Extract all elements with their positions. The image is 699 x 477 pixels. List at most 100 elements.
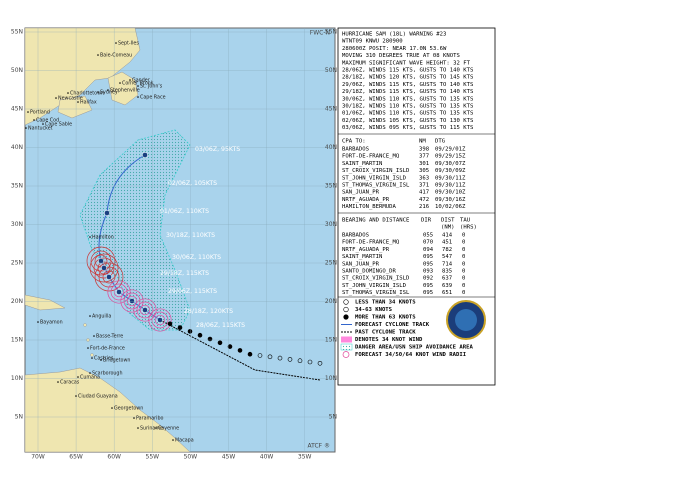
lat-label: 50N <box>11 67 23 74</box>
wind-radius <box>133 298 157 322</box>
cpa-cell: 301 <box>419 161 429 167</box>
warning-line: HURRICANE SAM (18L) WARNING #23 <box>342 32 446 38</box>
lon-label: 40W <box>260 454 274 461</box>
cpa-cell: 398 <box>419 147 430 153</box>
lat-label: 40N <box>11 144 23 151</box>
bearing-cell: 095 <box>423 283 433 289</box>
bearing-cell: 0 <box>462 276 465 282</box>
cpa-cell: 09/29/15Z <box>435 154 466 160</box>
place-label: Portland <box>30 110 50 116</box>
legend-label: PAST CYCLONE TRACK <box>355 330 416 336</box>
wind-radius <box>136 301 154 319</box>
place-dot <box>97 91 99 93</box>
wind-radius <box>151 311 169 329</box>
cpa-cell: 363 <box>419 175 429 181</box>
past-point <box>267 354 273 360</box>
legend-label: FORECAST CYCLONE TRACK <box>355 322 430 328</box>
warning-line: WTNT09 KNWU 280900 <box>342 39 403 45</box>
place-label: St. John's <box>140 84 163 90</box>
place-label: Corner Brook <box>122 81 154 87</box>
place-dot <box>129 79 131 81</box>
place-label: Suriname <box>140 426 163 432</box>
track-label: 01/06Z, 110KTS <box>160 208 209 215</box>
cpa-cell: ST_CROIX_VIRGIN_ISLD <box>342 168 410 174</box>
cpa-cell: SAN_JUAN_PR <box>342 190 380 196</box>
bearing-cell: NRTF_AGUADA_PR <box>342 247 390 253</box>
wind-radius <box>110 283 128 301</box>
track-label: 29/06Z, 115KTS <box>168 288 217 295</box>
footer-label: ATCF ® <box>308 443 331 450</box>
bearing-cell: 070 <box>423 240 433 246</box>
bearing-cell: 095 <box>423 261 433 267</box>
past-point <box>297 358 303 364</box>
place-dot <box>107 89 109 91</box>
warning-line: 29/06Z, WINDS 115 KTS, GUSTS TO 140 KTS <box>342 82 473 88</box>
past-point <box>287 357 293 362</box>
place-label: Georgetown <box>114 406 143 412</box>
place-label: Macapa <box>175 438 194 444</box>
lat-label: 20N <box>11 298 23 305</box>
bearing-cell: SAINT_MARTIN <box>342 254 382 260</box>
cpa-cell: 305 <box>419 168 429 174</box>
bearing-header: BEARING AND DISTANCE <box>342 218 410 224</box>
bearing-header: DIR <box>421 218 432 224</box>
corner-label: FWC-N <box>310 30 330 37</box>
bearing-cell: 055 <box>423 233 433 239</box>
place-label: Cape Sable <box>45 122 72 128</box>
place-dot <box>111 407 113 409</box>
cpa-cell: 216 <box>419 204 429 210</box>
wind-radius <box>148 308 172 332</box>
bearing-cell: 414 <box>442 233 453 239</box>
lon-label: 35W <box>298 454 312 461</box>
cpa-cell: 09/30/09Z <box>435 168 466 174</box>
place-label: Bridgetown <box>103 358 130 364</box>
wind-radius <box>94 254 108 268</box>
warning-line: 30/06Z, WINDS 110 KTS, GUSTS TO 135 KTS <box>342 96 473 102</box>
cpa-cell: 09/30/11Z <box>435 183 466 189</box>
legend-icon <box>343 299 349 305</box>
lat-label: 10N <box>11 375 23 382</box>
cpa-cell: 09/30/07Z <box>435 161 466 167</box>
wind-radius <box>126 295 138 307</box>
legend-icon <box>340 343 353 351</box>
bearing-cell: 547 <box>442 254 452 260</box>
wind-radius <box>139 304 151 316</box>
place-dot <box>93 335 95 337</box>
place-dot <box>75 395 77 397</box>
place-label: Basse-Terre <box>96 334 123 340</box>
place-label: Cumana <box>80 375 100 381</box>
track-label: 28/06Z, 115KTS <box>196 322 245 329</box>
bearing-cell: 782 <box>442 247 452 253</box>
place-dot <box>77 376 79 378</box>
cpa-cell: 371 <box>419 183 429 189</box>
cpa-cell: 09/30/16Z <box>435 197 466 203</box>
bearing-cell: ST_CROIX_VIRGIN_ISLD <box>342 276 410 282</box>
place-label: Cayenne <box>158 426 179 432</box>
past-point <box>207 336 213 342</box>
place-label: Cape Race <box>140 95 166 101</box>
wind-radius <box>89 253 119 283</box>
cpa-cell: 09/30/10Z <box>435 190 466 196</box>
bearing-cell: BARBADOS <box>342 233 369 239</box>
cpa-cell: 09/29/01Z <box>435 147 466 153</box>
past-point <box>177 325 183 330</box>
place-dot <box>137 96 139 98</box>
track-point <box>116 289 122 295</box>
bearing-cell: 0 <box>462 290 465 296</box>
lon-label: 70W <box>31 454 45 461</box>
past-point <box>187 329 193 334</box>
cpa-header: DTG <box>435 139 446 145</box>
bearing-cell: 093 <box>423 269 433 275</box>
bearing-cell: 0 <box>462 247 465 253</box>
lat-label: 55N <box>11 29 23 36</box>
bearing-cell: ST_THOMAS_VIRGIN_ISL <box>342 290 410 296</box>
place-dot <box>42 123 44 125</box>
place-dot <box>77 101 79 103</box>
land <box>25 28 191 452</box>
place-label: Paramaribo <box>136 416 163 422</box>
place-dot <box>89 315 91 317</box>
legend-icon <box>343 314 349 320</box>
legend-label: DANGER AREA/USN SHIP AVOIDANCE AREA <box>355 345 474 351</box>
cpa-cell: ST_THOMAS_VIRGIN_ISL <box>342 183 410 189</box>
legend-label: FORECAST 34/50/64 KNOT WIND RADII <box>355 352 466 358</box>
